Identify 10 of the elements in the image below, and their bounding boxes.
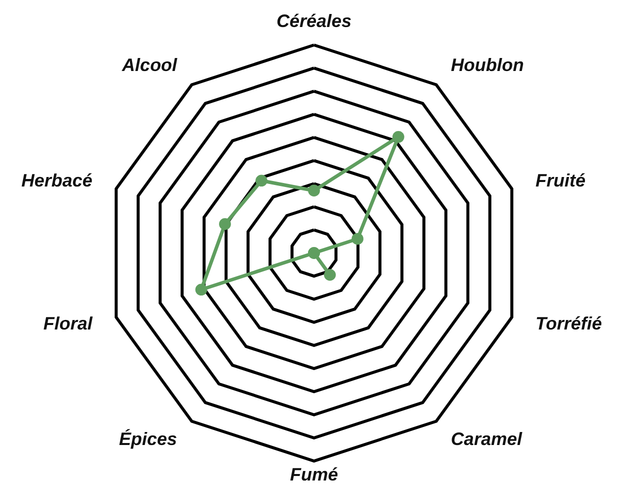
spoke-label: Caramel bbox=[450, 428, 523, 449]
spoke-label: Alcool bbox=[121, 55, 178, 76]
spoke-label: Épices bbox=[119, 428, 178, 449]
spoke-label: Fumé bbox=[290, 464, 338, 485]
spoke-label: Fruité bbox=[536, 170, 586, 191]
spoke-label: Houblon bbox=[450, 55, 524, 76]
spoke-label: Céréales bbox=[276, 11, 352, 32]
spoke-label: Torréfié bbox=[536, 313, 602, 334]
spoke-label: Herbacé bbox=[21, 170, 92, 191]
spoke-label: Floral bbox=[43, 313, 94, 334]
